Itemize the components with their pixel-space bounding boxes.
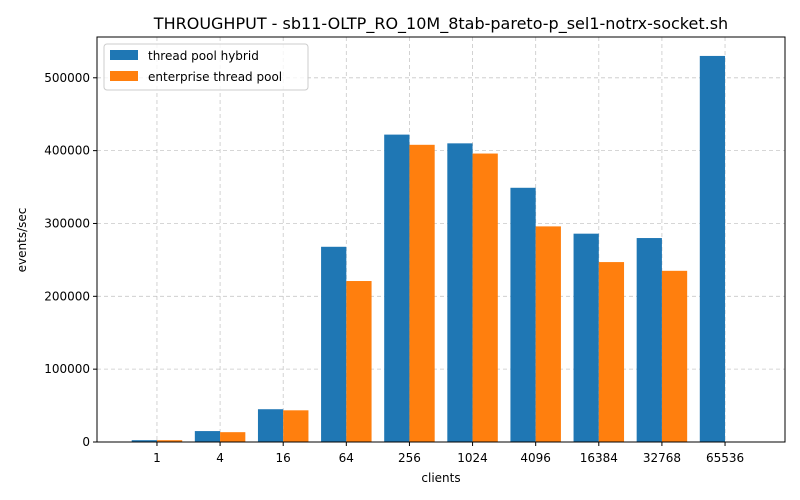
legend: thread pool hybrid enterprise thread poo… bbox=[103, 43, 309, 91]
y-tick-label: 0 bbox=[82, 435, 90, 449]
x-tick-label: 65536 bbox=[706, 451, 744, 465]
bar-thread-pool-hybrid bbox=[573, 233, 599, 442]
bar-thread-pool-hybrid bbox=[131, 440, 157, 442]
bars-layer bbox=[131, 55, 726, 443]
bar-enterprise-thread-pool bbox=[220, 432, 246, 442]
y-tick-label: 400000 bbox=[44, 144, 90, 158]
y-tick-label: 100000 bbox=[44, 362, 90, 376]
x-tick-label: 32768 bbox=[643, 451, 681, 465]
bar-enterprise-thread-pool bbox=[535, 226, 561, 442]
bar-enterprise-thread-pool bbox=[472, 153, 498, 443]
bar-enterprise-thread-pool bbox=[598, 262, 625, 442]
y-tick-label: 200000 bbox=[44, 289, 90, 303]
bar-thread-pool-hybrid bbox=[257, 409, 284, 442]
bar-enterprise-thread-pool bbox=[156, 440, 183, 442]
legend-box bbox=[103, 43, 309, 91]
y-tick-label: 300000 bbox=[44, 216, 90, 230]
legend-label-enterprise-thread-pool: enterprise thread pool bbox=[148, 70, 282, 84]
x-tick-label: 1 bbox=[153, 451, 161, 465]
x-tick-label: 4 bbox=[216, 451, 224, 465]
x-tick-label: 256 bbox=[398, 451, 421, 465]
y-axis-label: events/sec bbox=[15, 208, 29, 273]
y-tick-label: 500000 bbox=[44, 71, 90, 85]
chart-title: THROUGHPUT - sb11-OLTP_RO_10M_8tab-paret… bbox=[153, 14, 728, 34]
bar-thread-pool-hybrid bbox=[699, 55, 726, 443]
x-tick-label: 16384 bbox=[580, 451, 618, 465]
bar-thread-pool-hybrid bbox=[636, 238, 662, 442]
bar-thread-pool-hybrid bbox=[321, 246, 347, 442]
legend-swatch-enterprise-thread-pool bbox=[110, 71, 138, 81]
x-tick-label: 64 bbox=[339, 451, 354, 465]
bar-enterprise-thread-pool bbox=[283, 410, 309, 442]
x-tick-label: 1024 bbox=[457, 451, 488, 465]
bar-thread-pool-hybrid bbox=[447, 143, 473, 442]
x-tick-label: 4096 bbox=[520, 451, 551, 465]
bar-thread-pool-hybrid bbox=[510, 187, 536, 442]
bar-enterprise-thread-pool bbox=[409, 144, 435, 442]
bar-thread-pool-hybrid bbox=[194, 431, 221, 442]
legend-label-thread-pool-hybrid: thread pool hybrid bbox=[148, 49, 259, 63]
x-tick-label: 16 bbox=[276, 451, 291, 465]
plot-frame bbox=[96, 36, 786, 443]
ticks-layer: 0 100000 200000 300000 400000 500000 1 4 16 64 256… bbox=[44, 71, 744, 465]
bar-thread-pool-hybrid bbox=[384, 134, 410, 442]
bar-enterprise-thread-pool bbox=[661, 270, 688, 442]
bar-enterprise-thread-pool bbox=[346, 281, 372, 442]
x-axis-label: clients bbox=[421, 471, 460, 485]
legend-swatch-thread-pool-hybrid bbox=[110, 50, 138, 60]
